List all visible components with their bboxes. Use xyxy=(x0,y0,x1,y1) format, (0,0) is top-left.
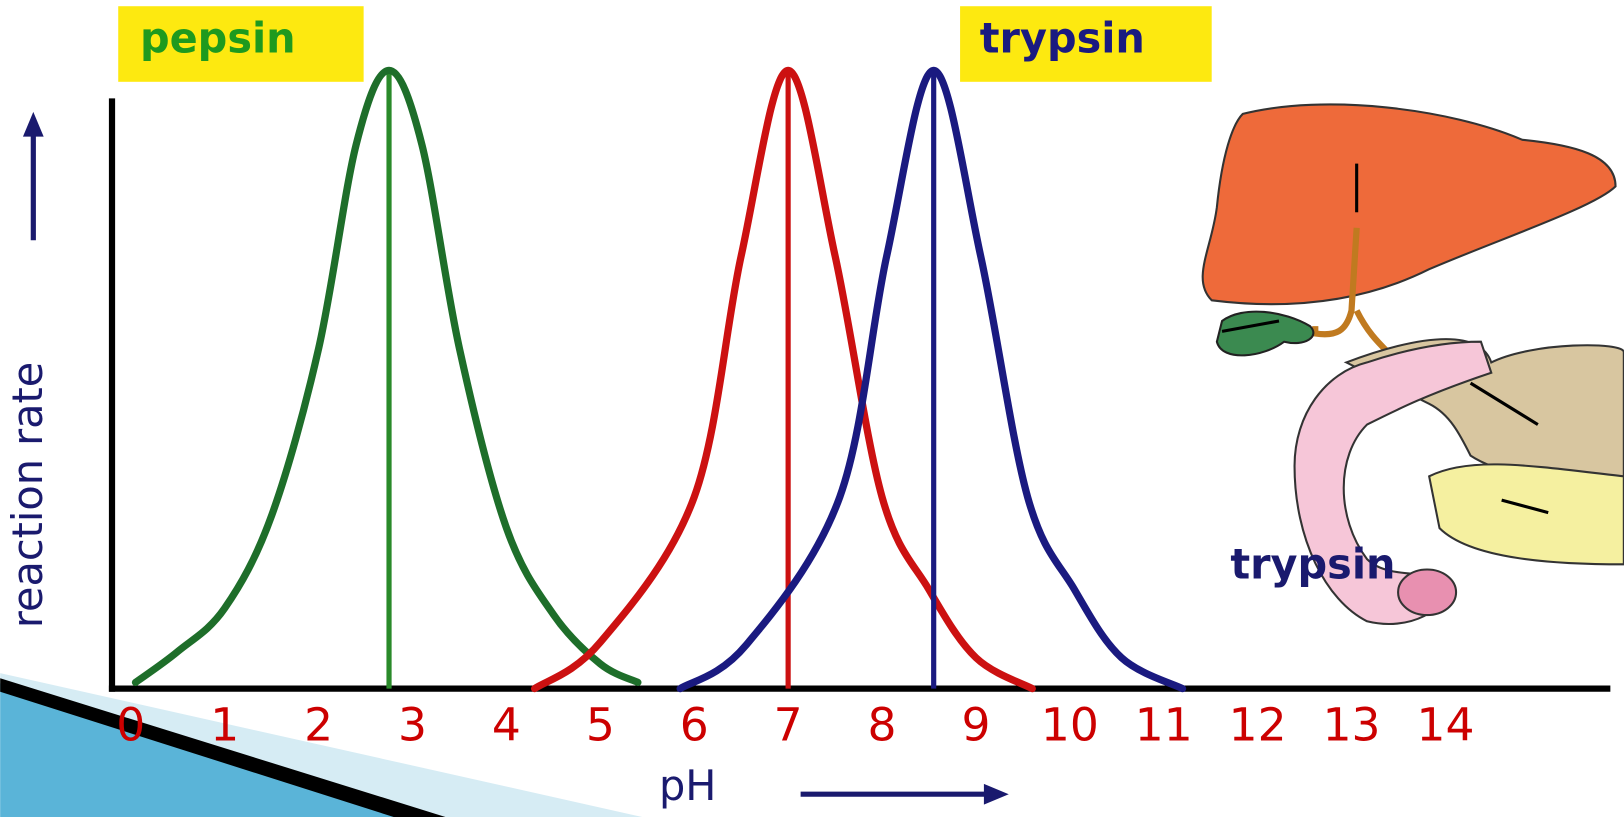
x-tick-label: 11 xyxy=(1135,698,1193,751)
y-axis-label: reaction rate xyxy=(4,362,52,628)
annotation: trypsin xyxy=(1230,540,1395,588)
curve xyxy=(131,66,642,687)
legend-box xyxy=(960,6,1212,82)
curve xyxy=(530,66,1036,693)
x-axis-label: pH xyxy=(659,762,716,810)
x-tick-label: 6 xyxy=(680,698,709,751)
arrow xyxy=(22,111,44,137)
x-tick-label: 12 xyxy=(1229,698,1287,751)
legend-label: pepsin xyxy=(140,14,296,62)
legend-box xyxy=(118,6,364,82)
x-tick-label: 10 xyxy=(1041,698,1099,751)
x-tick-label: 14 xyxy=(1416,698,1474,751)
legend-label: trypsin xyxy=(980,14,1145,62)
digestive-illustration xyxy=(1201,103,1624,626)
arrow xyxy=(983,783,1009,805)
decor xyxy=(0,678,446,817)
x-tick-label: 1 xyxy=(210,698,239,751)
x-tick-label: 5 xyxy=(586,698,615,751)
curve xyxy=(676,66,1187,693)
x-tick-label: 2 xyxy=(304,698,333,751)
x-tick-label: 4 xyxy=(492,698,521,751)
x-tick-label: 8 xyxy=(868,698,897,751)
x-tick-label: 7 xyxy=(774,698,803,751)
x-tick-label: 0 xyxy=(116,698,145,751)
x-tick-label: 13 xyxy=(1323,698,1381,751)
x-tick-label: 3 xyxy=(398,698,427,751)
x-tick-label: 9 xyxy=(961,698,990,751)
